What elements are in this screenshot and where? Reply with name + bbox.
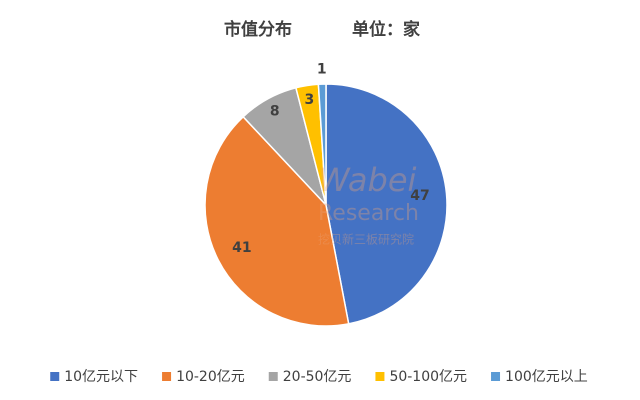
legend-swatch <box>375 372 385 381</box>
data-label: 41 <box>232 240 251 256</box>
data-label: 1 <box>317 62 327 78</box>
legend-swatch <box>268 372 278 381</box>
legend-label: 10亿元以下 <box>64 369 138 385</box>
legend-swatch <box>162 372 172 381</box>
watermark-text: Research <box>318 201 419 226</box>
legend-swatch <box>50 372 60 381</box>
pie-slice <box>325 83 448 325</box>
pie-slice <box>317 83 327 206</box>
legend: 10亿元以下 10-20亿元 20-50亿元 50-100亿元 100亿元以上 <box>50 369 588 385</box>
watermark: Wabei Research 挖贝新三板研究院 <box>318 161 419 247</box>
legend-swatch <box>491 372 501 381</box>
chart-unit: 单位：家 <box>352 19 420 40</box>
legend-label: 20-50亿元 <box>283 369 352 385</box>
labels: 47 41 8 31 <box>232 62 430 256</box>
legend-label: 10-20亿元 <box>176 369 245 385</box>
legend-label: 50-100亿元 <box>389 369 467 385</box>
legend-label: 100亿元以上 <box>505 369 588 385</box>
data-label: 47 <box>410 188 429 204</box>
chart-title: 市值分布 <box>224 19 292 40</box>
pie <box>204 83 448 327</box>
watermark-text: Wabei <box>318 161 417 199</box>
pie-slice <box>204 115 350 327</box>
data-label: 3 <box>304 92 314 108</box>
watermark-text: 挖贝新三板研究院 <box>318 232 414 247</box>
data-label: 8 <box>270 104 280 120</box>
